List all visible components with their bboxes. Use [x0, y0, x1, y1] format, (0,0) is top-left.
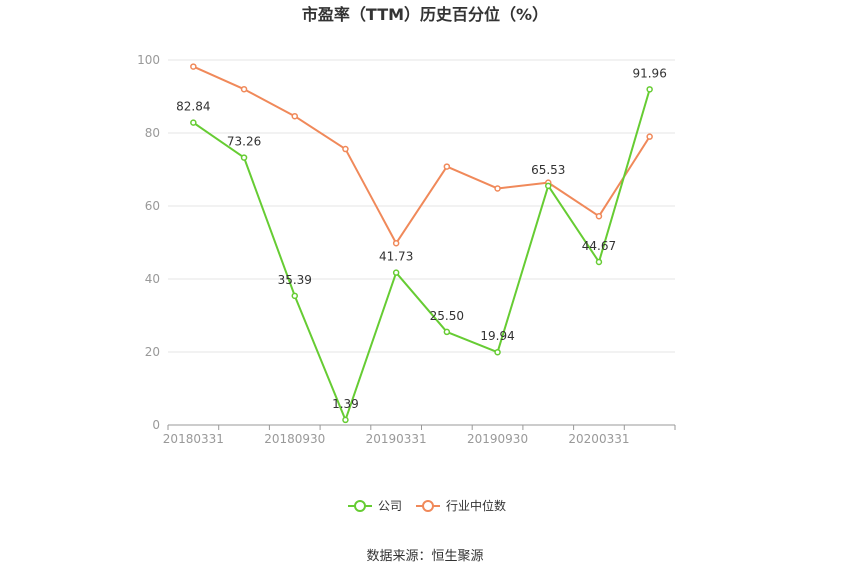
series-industry-median [190, 63, 653, 247]
data-point [545, 182, 552, 190]
data-label: 25.50 [430, 309, 464, 323]
legend-item-company[interactable]: 公司 [348, 499, 402, 513]
data-point [392, 239, 400, 247]
data-point [342, 145, 349, 153]
x-tick-label: 20190331 [366, 432, 427, 446]
data-point [291, 292, 298, 300]
chart-title: 市盈率（TTM）历史百分位（%） [302, 5, 548, 24]
y-tick-label: 0 [152, 418, 160, 432]
x-tick-label: 20190930 [467, 432, 528, 446]
data-point [646, 133, 653, 140]
data-point [646, 86, 653, 93]
source-note: 数据来源：恒生聚源 [366, 549, 483, 564]
data-point [443, 328, 451, 336]
series-line [192, 89, 651, 421]
data-label: 65.53 [531, 163, 565, 177]
data-point [494, 185, 501, 192]
series-line [192, 65, 651, 245]
legend-label: 公司 [378, 499, 402, 513]
data-label: 35.39 [278, 273, 312, 287]
y-axis: 0 20 40 60 80 100 [137, 53, 160, 432]
data-label: 73.26 [227, 135, 261, 149]
legend-item-industry-median[interactable]: 行业中位数 [416, 498, 506, 513]
data-point [595, 212, 603, 220]
data-label: 1.39 [332, 397, 359, 411]
data-label: 44.67 [582, 239, 616, 253]
x-tick-label: 20180331 [163, 432, 224, 446]
data-label: 41.73 [379, 250, 413, 264]
y-tick-label: 80 [145, 126, 160, 140]
x-tick-label: 20180930 [264, 432, 325, 446]
data-labels: 82.84 73.26 35.39 1.39 41.73 25.50 19.94 65.53 4… [176, 66, 667, 411]
y-tick-label: 100 [137, 53, 160, 67]
data-point [494, 348, 501, 356]
legend: 公司 行业中位数 [348, 498, 506, 513]
data-point [291, 112, 298, 120]
series-layer [190, 63, 653, 424]
data-point [240, 154, 248, 161]
data-label: 91.96 [632, 66, 666, 80]
series-company [190, 86, 653, 424]
x-tick-label: 20200331 [568, 432, 629, 446]
data-point [392, 269, 400, 276]
data-point [190, 119, 197, 126]
legend-marker [354, 500, 366, 512]
data-point [240, 85, 248, 93]
y-tick-label: 20 [145, 345, 160, 359]
data-point [190, 63, 197, 70]
legend-marker [422, 500, 434, 512]
data-point [595, 258, 603, 266]
data-label: 19.94 [480, 329, 514, 343]
data-label: 82.84 [176, 100, 210, 114]
y-tick-label: 40 [145, 272, 160, 286]
legend-label: 行业中位数 [446, 498, 506, 513]
data-point [443, 163, 451, 170]
data-point [342, 416, 349, 424]
y-tick-label: 60 [145, 199, 160, 213]
x-axis: 20180331 20180930 20190331 20190930 20200331 [163, 424, 676, 446]
